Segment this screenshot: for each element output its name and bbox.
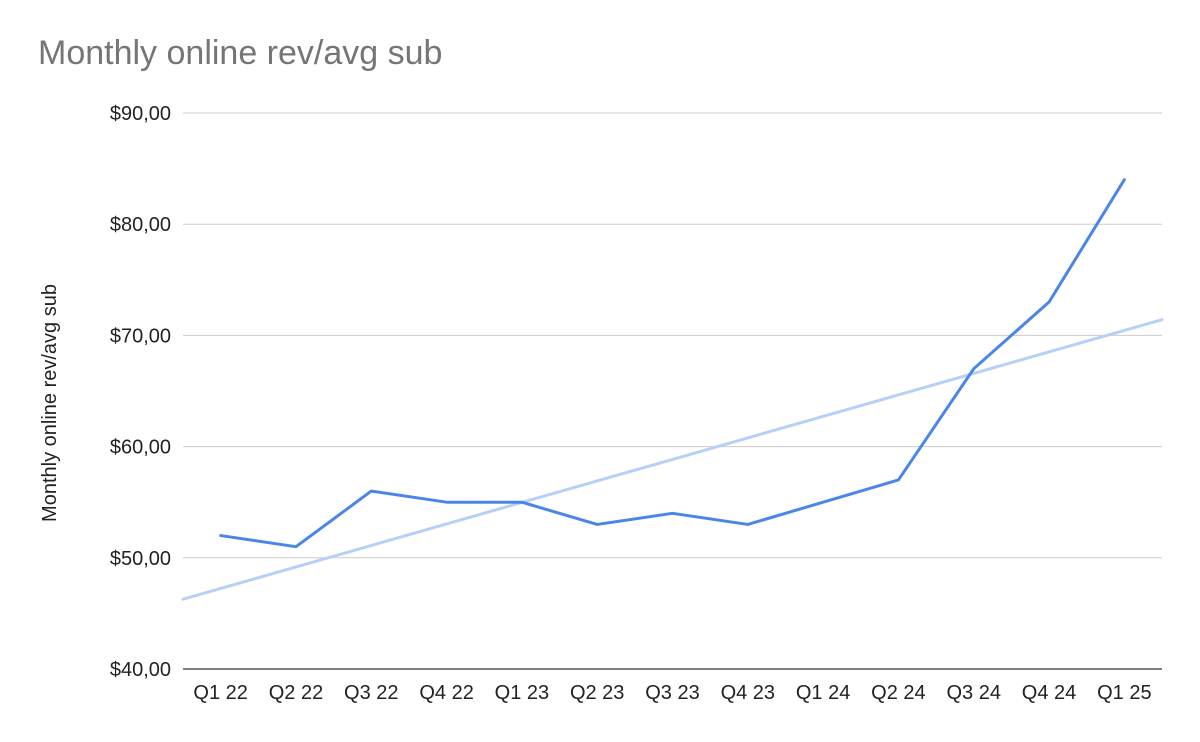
y-axis-ticks: $40,00 $50,00 $60,00 $70,00 $80,00 $90,00 <box>110 103 171 681</box>
series-line <box>219 178 1126 549</box>
x-tick-label: Q3 24 <box>946 682 1000 704</box>
gridlines <box>183 112 1162 670</box>
x-tick-label: Q2 24 <box>871 682 925 704</box>
x-tick-label: Q4 22 <box>419 682 473 704</box>
y-tick-label: $80,00 <box>110 214 171 236</box>
x-tick-label: Q2 22 <box>269 682 323 704</box>
chart-title: Monthly online rev/avg sub <box>38 34 443 72</box>
x-tick-label: Q3 23 <box>645 682 699 704</box>
x-axis-ticks: Q1 22 Q2 22 Q3 22 Q4 22 Q1 23 Q2 23 Q3 23 Q4 23… <box>193 682 1151 704</box>
y-tick-label: $60,00 <box>110 437 171 459</box>
x-tick-label: Q1 23 <box>495 682 549 704</box>
x-tick-label: Q4 23 <box>721 682 775 704</box>
x-tick-label: Q1 24 <box>796 682 850 704</box>
x-tick-label: Q4 24 <box>1022 682 1076 704</box>
x-tick-label: Q1 25 <box>1097 682 1151 704</box>
y-tick-label: $90,00 <box>110 103 171 125</box>
y-tick-label: $70,00 <box>110 325 171 347</box>
series-layer <box>181 178 1164 601</box>
y-tick-label: $50,00 <box>110 548 171 570</box>
y-tick-label: $40,00 <box>110 659 171 681</box>
trendline <box>181 318 1164 601</box>
x-tick-label: Q1 22 <box>193 682 247 704</box>
x-tick-label: Q3 22 <box>344 682 398 704</box>
x-tick-label: Q2 23 <box>570 682 624 704</box>
y-axis-title: Monthly online rev/avg sub <box>39 284 61 522</box>
